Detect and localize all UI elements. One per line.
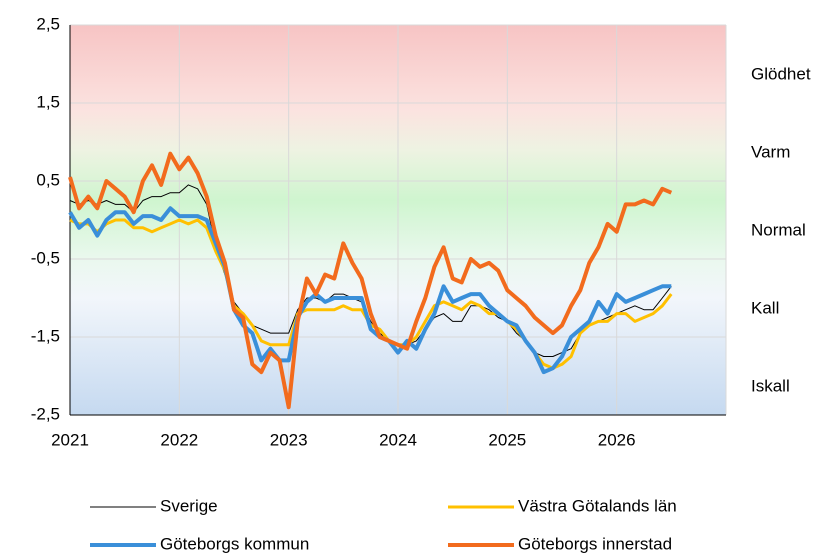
legend-label: Göteborgs innerstad <box>518 534 672 553</box>
zone-label: Varm <box>751 142 790 161</box>
legend-label: Göteborgs kommun <box>160 534 309 553</box>
zone-label: Normal <box>751 220 806 239</box>
series-line <box>69 184 672 357</box>
zone-label: Glödhet <box>751 64 811 83</box>
x-tick-label: 2024 <box>379 430 417 449</box>
y-tick-label: -1,5 <box>31 326 60 345</box>
y-tick-label: -0,5 <box>31 248 60 267</box>
series-line <box>68 151 673 410</box>
y-tick-label: 2,5 <box>36 14 60 33</box>
x-tick-label: 2025 <box>488 430 526 449</box>
x-tick-label: 2023 <box>270 430 308 449</box>
y-tick-label: -2,5 <box>31 404 60 423</box>
zone-label: Kall <box>751 298 779 317</box>
series-line <box>68 206 672 375</box>
legend-label: Sverige <box>160 496 218 515</box>
y-tick-label: 0,5 <box>36 170 60 189</box>
zone-label: Iskall <box>751 376 790 395</box>
x-tick-label: 2021 <box>51 430 89 449</box>
x-tick-label: 2022 <box>160 430 198 449</box>
y-tick-label: 1,5 <box>36 92 60 111</box>
x-tick-label: 2026 <box>598 430 636 449</box>
legend-label: Västra Götalands län <box>518 496 677 515</box>
